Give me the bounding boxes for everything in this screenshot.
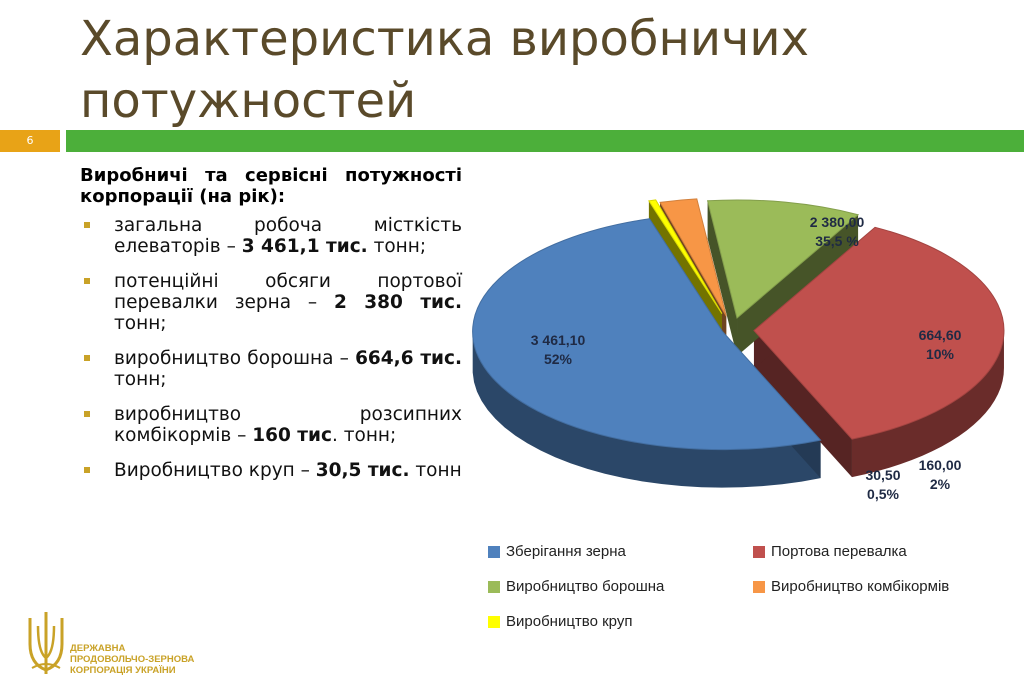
legend-swatch xyxy=(753,580,765,593)
title-divider-bar xyxy=(66,130,1024,152)
pie-chart: 3 461,10 52% 2 380,00 35,5 % 664,60 10% 160,00… xyxy=(472,198,1005,502)
data-label-value: 160,00 xyxy=(919,457,962,473)
legend-label: Виробництво борошна xyxy=(506,578,665,595)
legend-item: Портова перевалка xyxy=(753,543,907,560)
data-label-percent: 2% xyxy=(930,476,951,492)
bullet-icon xyxy=(84,411,90,417)
pie-slice xyxy=(648,199,723,314)
legend-label: Виробництво комбікормів xyxy=(771,578,950,595)
title-line-1: Характеристика виробничих xyxy=(80,11,809,67)
legend-item: Виробництво круп xyxy=(488,613,632,630)
slide-number: 6 xyxy=(26,134,34,147)
list-item: Виробництво круп – 30,5 тис. тонн xyxy=(80,460,462,481)
title-line-2: потужностей xyxy=(80,73,417,129)
bullet-icon xyxy=(84,222,90,228)
pie-slice xyxy=(753,226,1005,440)
capacity-text: Виробничі та сервісні потужності корпора… xyxy=(80,165,462,495)
legend-label: Портова перевалка xyxy=(771,543,907,560)
data-label-value: 3 461,10 xyxy=(531,332,586,348)
legend-swatch xyxy=(488,545,500,558)
data-label-percent: 0,5% xyxy=(867,486,899,502)
data-label-percent: 35,5 % xyxy=(815,233,859,249)
slide-number-bar xyxy=(0,130,60,152)
list-item: загальна робоча місткість елеваторів – 3… xyxy=(80,215,462,257)
legend-swatch xyxy=(488,580,500,593)
data-label-percent: 52% xyxy=(544,351,573,367)
list-item: виробництво борошна – 664,6 тис. тонн; xyxy=(80,348,462,390)
bullet-icon xyxy=(84,467,90,473)
capacity-list: загальна робоча місткість елеваторів – 3… xyxy=(80,215,462,481)
legend-item: Виробництво борошна xyxy=(488,578,664,595)
pie-slice xyxy=(706,199,860,319)
data-label-value: 2 380,00 xyxy=(810,214,865,230)
data-label-percent: 10% xyxy=(926,346,955,362)
bullet-icon xyxy=(84,355,90,361)
legend-item: Зберігання зерна xyxy=(488,543,626,560)
data-label-value: 664,60 xyxy=(919,327,962,343)
legend-item: Виробництво комбікормів xyxy=(753,578,949,595)
list-item: потенційні обсяги портової перевалки зер… xyxy=(80,271,462,334)
legend-swatch xyxy=(488,615,500,628)
pie-slice xyxy=(472,218,822,451)
bullet-icon xyxy=(84,278,90,284)
organization-logo-text: ДЕРЖАВНА ПРОДОВОЛЬЧО-ЗЕРНОВА КОРПОРАЦІЯ … xyxy=(70,643,195,676)
list-item: виробництво розсипних комбікормів – 160 … xyxy=(80,404,462,446)
slide-title: Характеристика виробничих потужностей xyxy=(80,8,980,132)
wheat-trident-icon xyxy=(28,612,64,674)
legend-label: Зберігання зерна xyxy=(506,543,626,560)
legend-label: Виробництво круп xyxy=(506,613,633,630)
legend-swatch xyxy=(753,545,765,558)
data-label-value: 30,50 xyxy=(865,467,900,483)
pie-slice xyxy=(659,198,727,317)
capacity-intro: Виробничі та сервісні потужності корпора… xyxy=(80,165,462,207)
